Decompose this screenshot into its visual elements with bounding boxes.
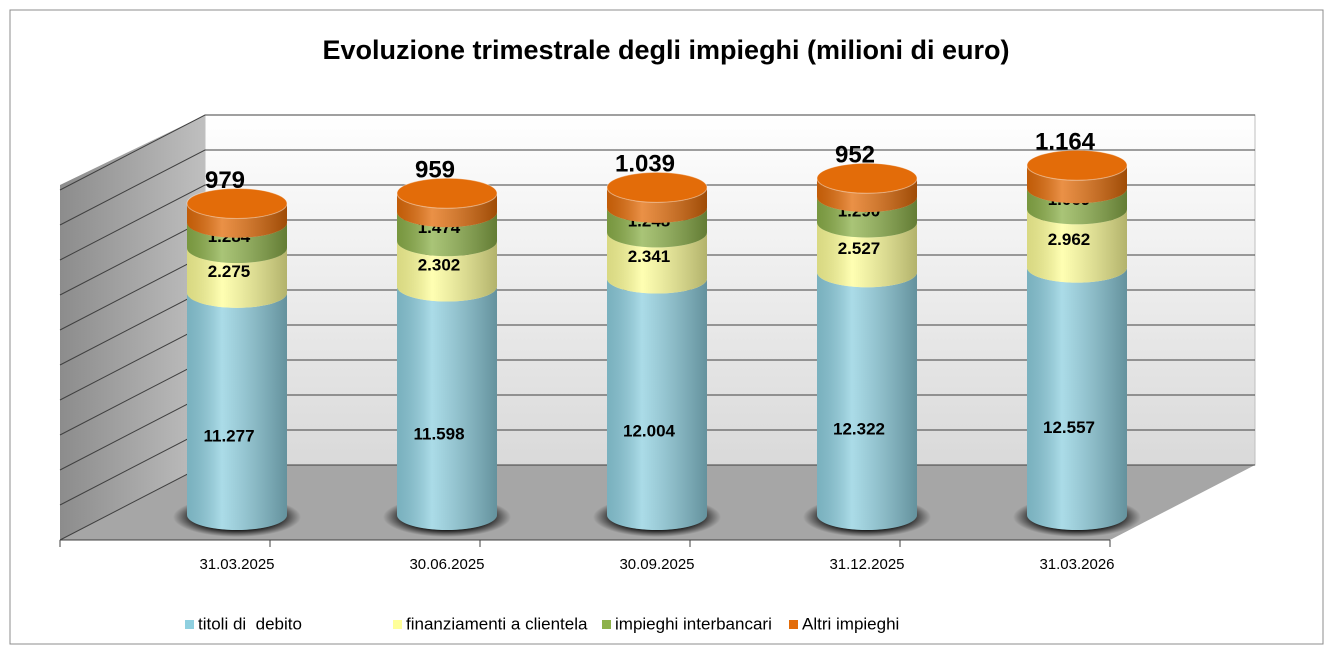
bar-shading (607, 278, 707, 530)
bar-top (1026, 149, 1128, 181)
legend-label: Altri impieghi (802, 614, 899, 633)
bar-shading (1027, 209, 1127, 283)
data-label: 2.527 (838, 239, 881, 258)
data-label: 2.275 (208, 262, 251, 281)
legend-label: titoli di debito (198, 614, 302, 633)
bar-shading (607, 187, 707, 223)
bar-shading (187, 248, 287, 308)
legend-label: finanziamenti a clientela (406, 614, 588, 633)
bar-top (606, 171, 708, 203)
bar-shading (817, 178, 917, 213)
legend-swatch (602, 620, 611, 629)
data-label: 11.277 (203, 427, 254, 446)
bar-shading (817, 222, 917, 288)
bar-shading (187, 222, 287, 264)
bar-shading (1027, 267, 1127, 530)
x-tick-label: 30.06.2025 (409, 556, 484, 573)
bar-shading (187, 292, 287, 530)
grid-line (59, 114, 1255, 191)
data-label: 12.004 (623, 422, 676, 441)
bar-shading (397, 286, 497, 530)
data-label: 952 (835, 142, 875, 169)
data-label: 959 (415, 157, 455, 184)
bar-shading (607, 207, 707, 248)
bar-shading (397, 241, 497, 302)
grid-line (59, 149, 1255, 226)
legend: titoli di debito finanziamenti a clientel… (185, 614, 899, 633)
legend-swatch (185, 620, 194, 629)
data-label: 12.557 (1043, 418, 1095, 437)
data-label: 12.322 (833, 420, 885, 439)
bar-top (186, 187, 288, 219)
bar-shading (187, 203, 287, 238)
data-label: 1.164 (1035, 129, 1096, 156)
x-tick-label: 31.03.2025 (199, 556, 274, 573)
data-label: 2.302 (418, 255, 461, 274)
bar-shading (1027, 188, 1127, 225)
bar-shading (1027, 165, 1127, 204)
legend-label: impieghi interbancari (615, 614, 772, 633)
bar-shading (397, 212, 497, 257)
bar-top (396, 177, 498, 209)
legend-swatch (393, 620, 402, 629)
data-label: 11.598 (413, 425, 464, 444)
x-tick-label: 31.03.2026 (1039, 556, 1114, 573)
x-tick-label: 30.09.2025 (619, 556, 694, 573)
bar-shading (397, 193, 497, 228)
bar-shading (817, 272, 917, 530)
data-label: 1.039 (615, 151, 675, 178)
data-label: 979 (205, 167, 245, 194)
bar-shading (607, 232, 707, 294)
chart-title: Evoluzione trimestrale degli impieghi (m… (322, 35, 1009, 65)
data-label: 2.341 (628, 247, 671, 266)
bar-shading (817, 197, 917, 238)
legend-swatch (789, 620, 798, 629)
data-label: 2.962 (1048, 230, 1091, 249)
x-tick-label: 31.12.2025 (829, 556, 904, 573)
bar-top (816, 162, 918, 194)
